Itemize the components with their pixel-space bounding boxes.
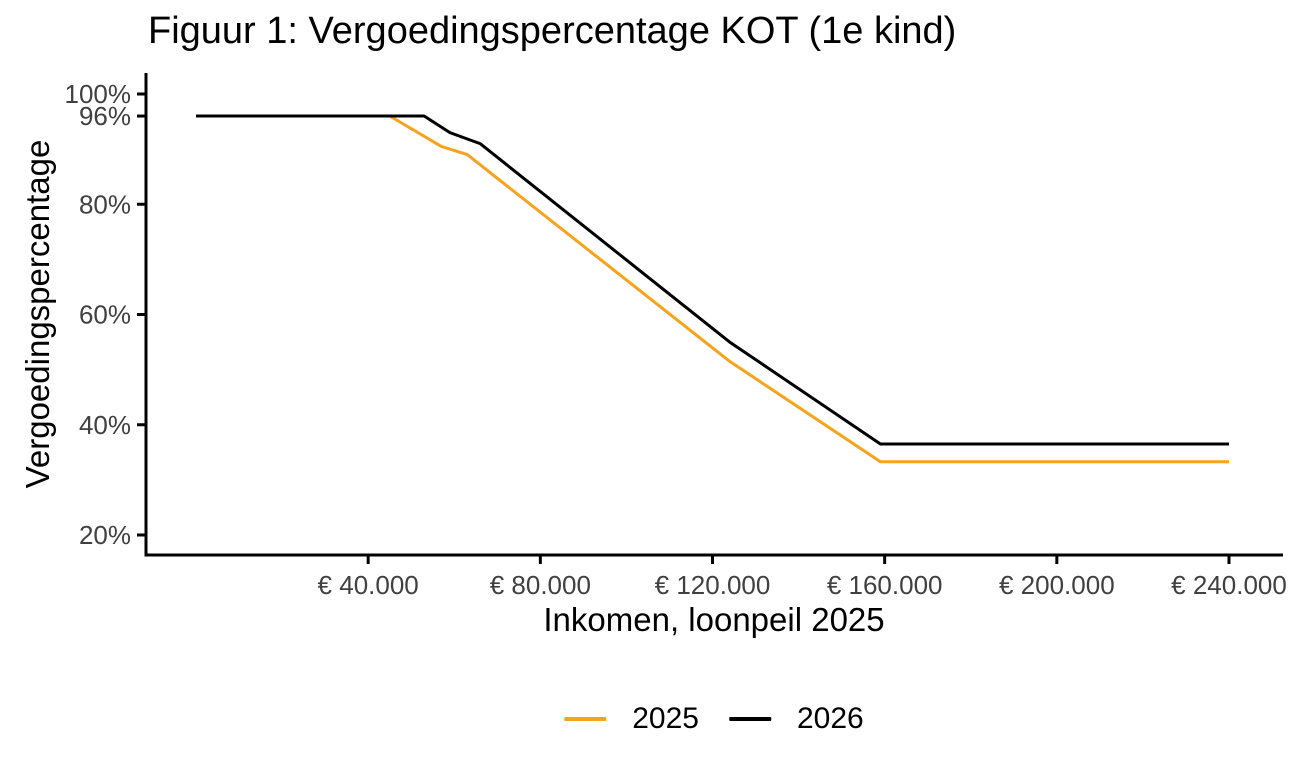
legend-entry-2025: 2025 [564,704,699,734]
x-tick-label: € 120.000 [655,570,771,600]
x-axis-title: Inkomen, loonpeil 2025 [543,601,885,638]
y-tick-label: 20% [79,520,131,550]
legend: 2025 2026 [564,704,864,734]
chart-title: Figuur 1: Vergoedingspercentage KOT (1e … [148,10,957,52]
series-line-2026 [196,114,1229,446]
x-tick-label: € 200.000 [999,570,1115,600]
series-line-2025 [196,114,1229,464]
legend-label-2025: 2025 [632,702,699,735]
y-tick-label: 80% [79,189,131,219]
y-tick-label: 100% [65,79,132,109]
legend-entry-2026: 2026 [729,704,864,734]
legend-label-2026: 2026 [797,702,864,735]
legend-swatch-2026 [729,717,771,721]
x-tick-label: € 240.000 [1171,570,1287,600]
x-tick-label: € 160.000 [827,570,943,600]
legend-swatch-2025 [564,717,607,721]
y-tick-label: 60% [79,300,131,330]
x-tick-label: € 80.000 [490,570,591,600]
y-tick-label: 96% [79,101,131,131]
x-tick-label: € 40.000 [318,570,419,600]
y-tick-label: 40% [79,410,131,440]
